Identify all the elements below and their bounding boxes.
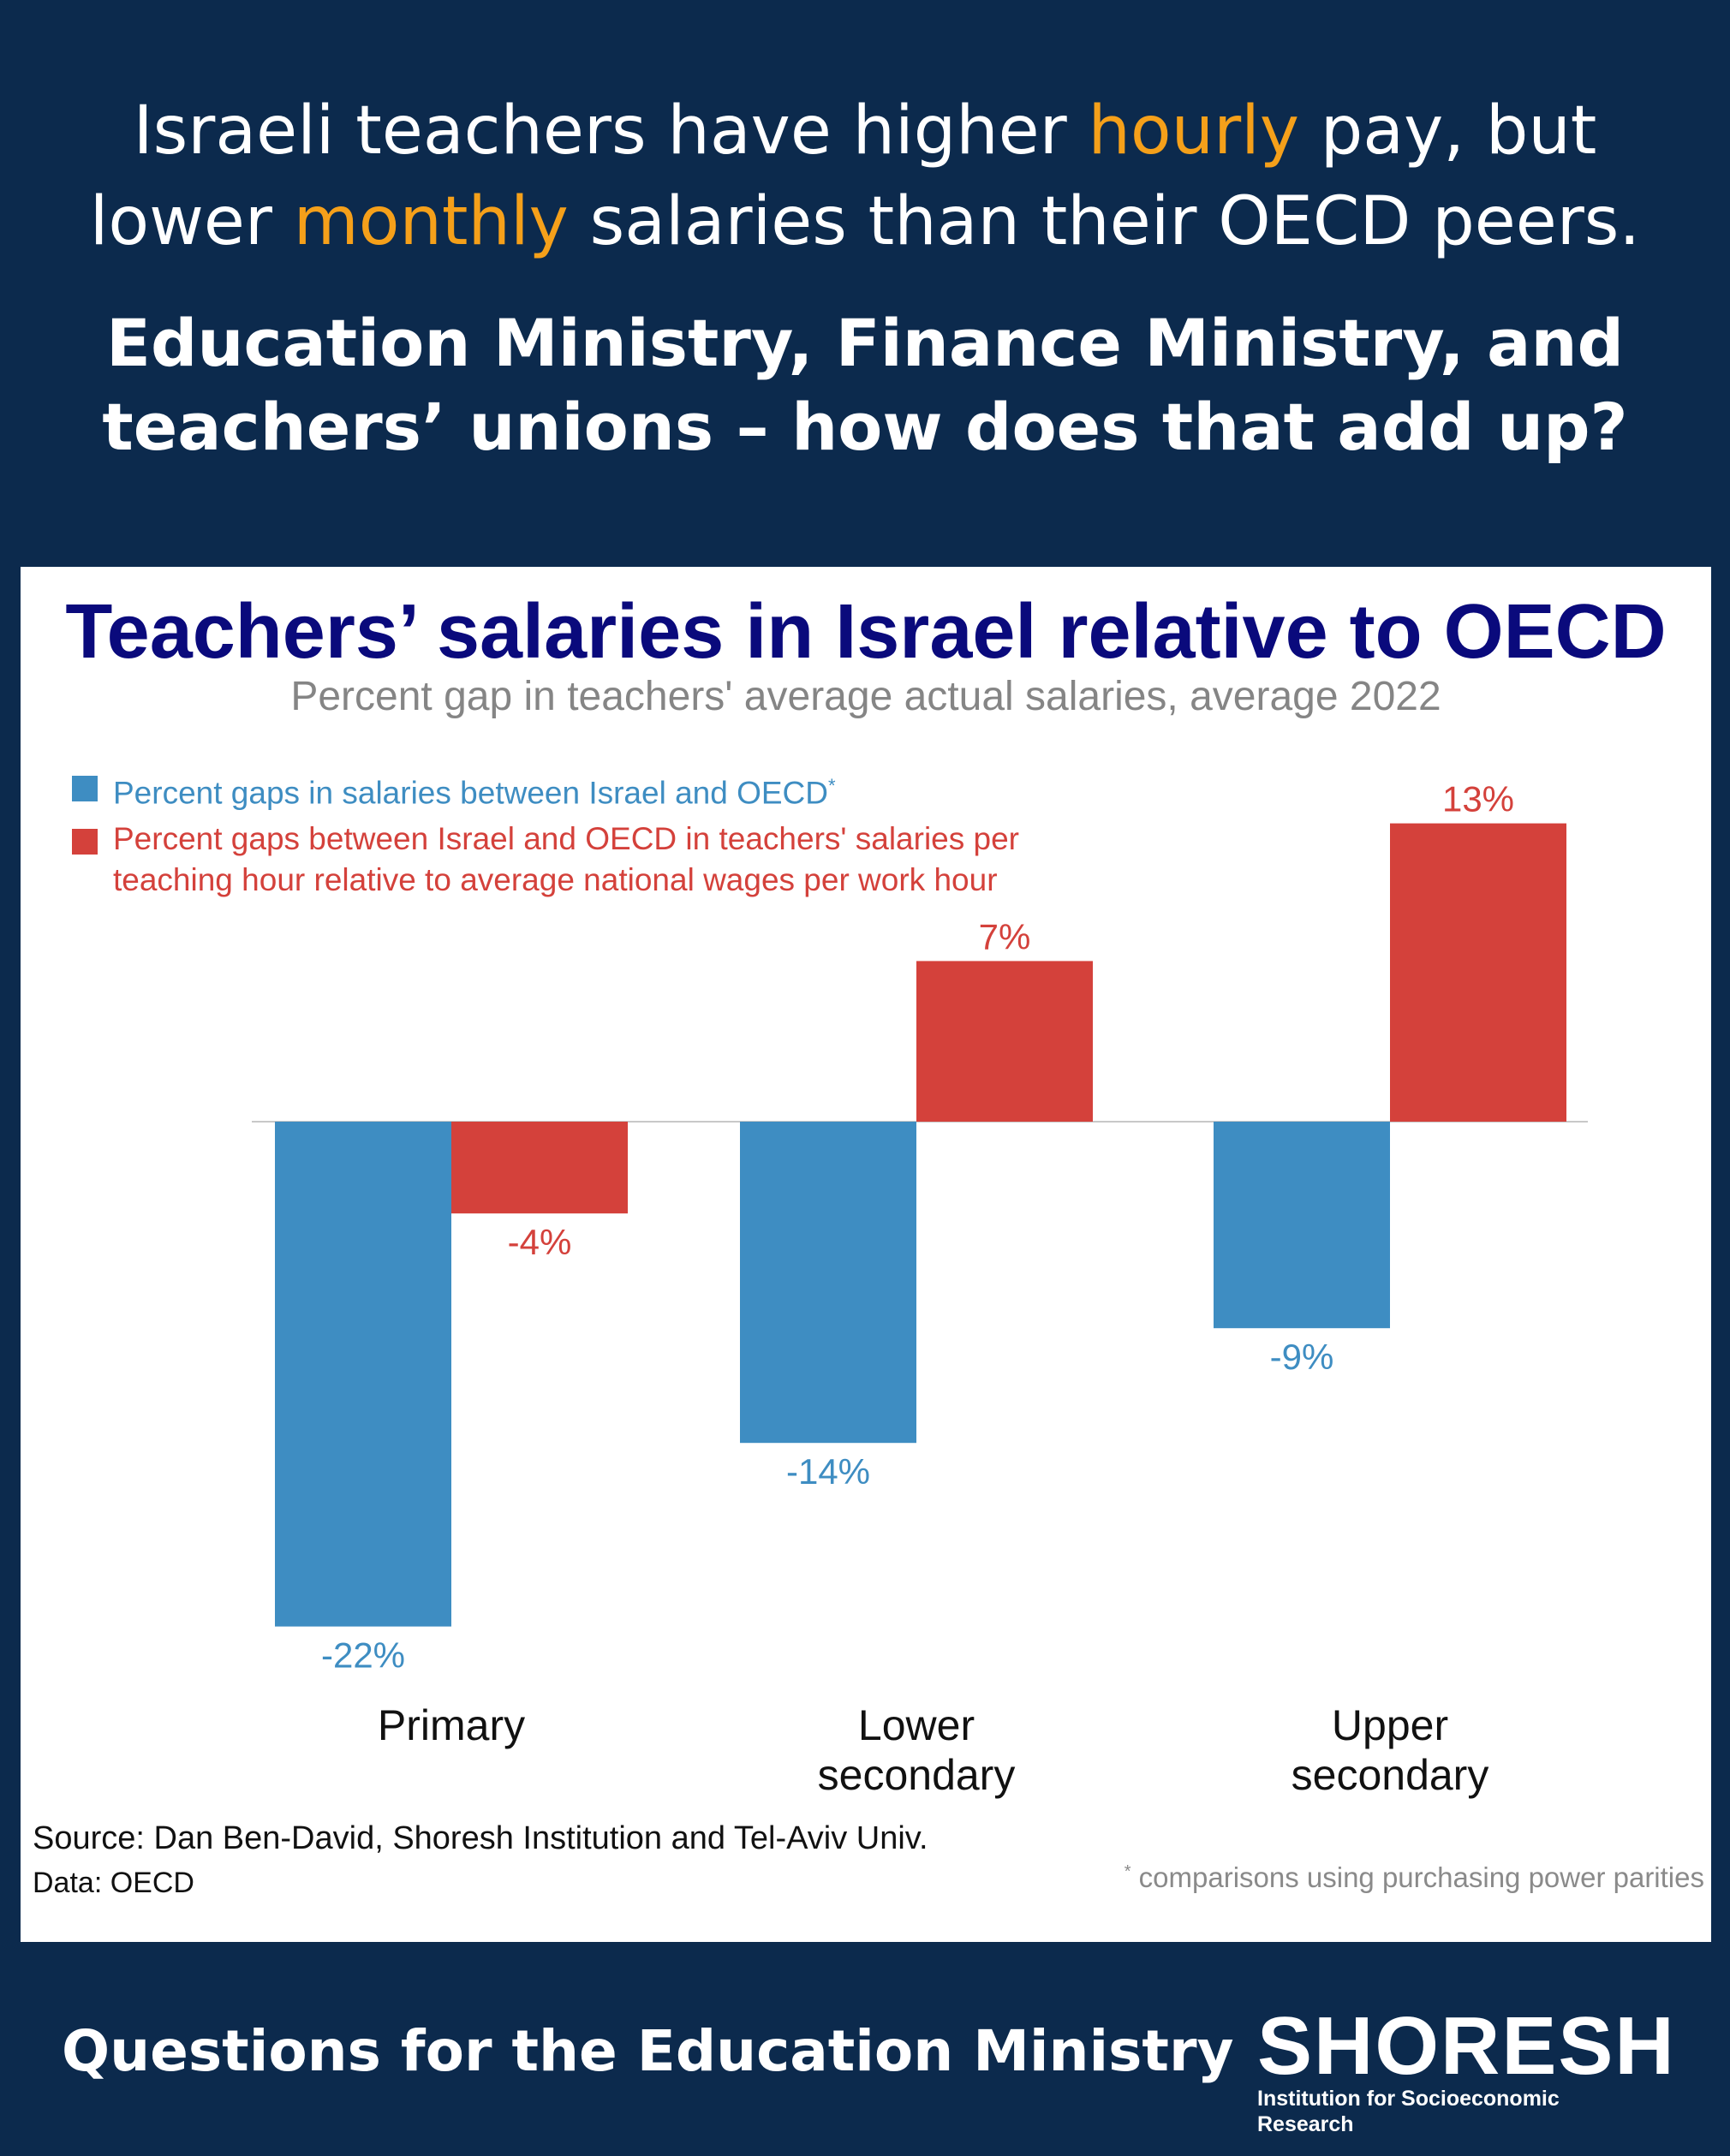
subheadline: Education Ministry, Finance Ministry, an… xyxy=(0,301,1730,469)
bar-s2-0 xyxy=(451,1122,628,1214)
data-label-s1-1: -14% xyxy=(786,1451,870,1492)
category-label-1-line-1: secondary xyxy=(818,1751,1016,1799)
headline: Israeli teachers have higher hourly pay,… xyxy=(0,86,1730,267)
chart-subtitle: Percent gap in teachers' average actual … xyxy=(290,674,1441,719)
category-label-2-line-1: secondary xyxy=(1292,1751,1489,1799)
logo-tagline: Institution for Socioeconomic Research xyxy=(1257,2087,1560,2136)
data-label-s2-1: 7% xyxy=(979,916,1031,956)
subhead-line-2: teachers’ unions – how does that add up? xyxy=(102,389,1628,465)
chart-panel: Teachers’ salaries in Israel relative to… xyxy=(21,567,1711,1942)
headline-line-2: lower monthly salaries than their OECD p… xyxy=(89,183,1641,260)
shoresh-logo: SHORESH Institution for Socioeconomic Re… xyxy=(1257,2000,1676,2137)
data-label-s2-0: -4% xyxy=(508,1222,572,1262)
legend-asterisk: * xyxy=(828,775,836,796)
logo-wordmark: SHORESH xyxy=(1257,2000,1676,2092)
data-label-s1-2: -9% xyxy=(1270,1337,1334,1377)
legend-item-salary-gap: Percent gaps in salaries between Israel … xyxy=(72,765,1175,813)
bar-s1-2 xyxy=(1214,1122,1390,1329)
subhead-line-1: Education Ministry, Finance Ministry, an… xyxy=(106,305,1624,381)
bar-s2-2 xyxy=(1390,823,1566,1122)
footer-title: Questions for the Education Ministry xyxy=(62,2018,1234,2084)
headline-line-1: Israeli teachers have higher hourly pay,… xyxy=(133,92,1597,170)
legend-label-hourly-gap-line-2: teaching hour relative to average nation… xyxy=(113,862,998,898)
data-label-s1-0: -22% xyxy=(321,1635,405,1676)
category-label-2-line-0: Upper xyxy=(1332,1701,1448,1749)
bar-s1-1 xyxy=(740,1122,916,1444)
legend-label-hourly-gap-line-1: Percent gaps between Israel and OECD in … xyxy=(113,821,1020,857)
highlight-hourly: hourly xyxy=(1088,92,1300,170)
bar-s1-0 xyxy=(275,1122,451,1627)
bar-chart: -22%-14%-9%-4%7%13%Primary Lowersecondary… xyxy=(252,779,1588,1799)
chart-title: Teachers’ salaries in Israel relative to… xyxy=(65,589,1667,675)
chart-legend: Percent gaps in salaries between Israel … xyxy=(72,765,1175,901)
highlight-monthly: monthly xyxy=(293,183,569,260)
legend-label-salary-gap: Percent gaps in salaries between Israel … xyxy=(113,775,828,811)
bar-s2-1 xyxy=(916,961,1093,1122)
footnote: * comparisons using purchasing power par… xyxy=(1124,1861,1704,1894)
category-label-1-line-0: Lower xyxy=(858,1701,975,1749)
footnote-asterisk: * xyxy=(1124,1862,1131,1881)
category-label-0-line-0: Primary xyxy=(378,1701,525,1749)
data-label-s2-2: 13% xyxy=(1442,779,1514,819)
source-note: Source: Dan Ben-David, Shoresh Instituti… xyxy=(33,1820,928,1856)
data-note: Data: OECD xyxy=(33,1867,194,1899)
legend-swatch-blue xyxy=(72,776,98,801)
legend-swatch-red xyxy=(72,829,98,855)
legend-item-hourly-gap: Percent gaps between Israel and OECD in … xyxy=(72,819,1175,901)
footnote-text: comparisons using purchasing power parit… xyxy=(1130,1861,1704,1893)
